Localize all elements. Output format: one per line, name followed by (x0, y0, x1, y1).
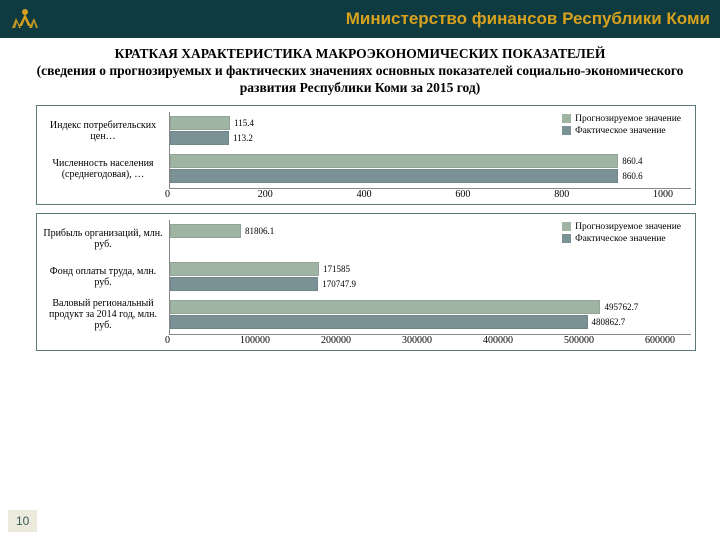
ylabel: Прибыль организаций, млн. руб. (41, 220, 165, 258)
ylabel: Численность населения (среднегодовая), … (41, 150, 165, 188)
xtick-label: 800 (554, 189, 569, 200)
bar-value-label: 495762.7 (604, 302, 638, 312)
bar-actual (170, 131, 229, 145)
chart-2: Прогнозируемое значение Фактическое знач… (36, 213, 696, 351)
xtick-label: 200 (258, 189, 273, 200)
chart-1: Прогнозируемое значение Фактическое знач… (36, 105, 696, 205)
bar-value-label: 860.6 (622, 171, 642, 181)
bargroup: 495762.7 480862.7 (170, 296, 691, 334)
logo-emblem-icon (10, 4, 40, 34)
xtick-label: 100000 (240, 335, 270, 346)
ylabel: Фонд оплаты труда, млн. руб. (41, 258, 165, 296)
bar-value-label: 860.4 (622, 156, 642, 166)
main-title-line2: (сведения о прогнозируемых и фактических… (20, 63, 700, 97)
bar-actual (170, 169, 618, 183)
xtick-label: 600000 (645, 335, 675, 346)
xtick-label: 400000 (483, 335, 513, 346)
xtick-label: 1000 (653, 189, 673, 200)
header-bar: Министерство финансов Республики Коми (0, 0, 720, 38)
xtick-label: 600 (455, 189, 470, 200)
bargroup: 171585 170747.9 (170, 258, 691, 296)
main-title-line1: КРАТКАЯ ХАРАКТЕРИСТИКА МАКРОЭКОНОМИЧЕСКИ… (20, 46, 700, 63)
bar-value-label: 115.4 (234, 118, 254, 128)
xtick-label: 0 (165, 335, 170, 346)
bar-forecast (170, 154, 618, 168)
bar-actual (170, 277, 318, 291)
bar-value-label: 81806.1 (245, 226, 274, 236)
chart-1-ylabels: Индекс потребительских цен… Численность … (41, 112, 169, 188)
chart-2-xaxis: 0 100000 200000 300000 400000 500000 600… (169, 334, 691, 346)
bar-forecast (170, 300, 600, 314)
xtick-label: 0 (165, 189, 170, 200)
bar-forecast (170, 116, 230, 130)
xtick-label: 300000 (402, 335, 432, 346)
bar-forecast (170, 224, 241, 238)
bar-value-label: 170747.9 (322, 279, 356, 289)
bar-forecast (170, 262, 319, 276)
xtick-label: 200000 (321, 335, 351, 346)
bargroup: 860.4 860.6 (170, 150, 691, 188)
xtick-label: 500000 (564, 335, 594, 346)
slide-number: 10 (8, 510, 37, 532)
ylabel: Индекс потребительских цен… (41, 112, 165, 150)
bar-value-label: 113.2 (233, 133, 253, 143)
bargroup: 115.4 113.2 (170, 112, 691, 150)
chart-1-bars: 115.4 113.2 860.4 860.6 (169, 112, 691, 188)
main-title: КРАТКАЯ ХАРАКТЕРИСТИКА МАКРОЭКОНОМИЧЕСКИ… (0, 38, 720, 101)
bar-actual (170, 315, 588, 329)
chart-2-bars: 81806.1 171585 170747.9 495762.7 480862.… (169, 220, 691, 334)
bar-value-label: 480862.7 (592, 317, 626, 327)
bargroup: 81806.1 (170, 220, 691, 258)
bar-value-label: 171585 (323, 264, 350, 274)
ylabel: Валовый региональный продукт за 2014 год… (41, 296, 165, 334)
chart-2-ylabels: Прибыль организаций, млн. руб. Фонд опла… (41, 220, 169, 334)
xtick-label: 400 (357, 189, 372, 200)
header-title: Министерство финансов Республики Коми (346, 9, 710, 29)
chart-1-xaxis: 0 200 400 600 800 1000 (169, 188, 691, 200)
